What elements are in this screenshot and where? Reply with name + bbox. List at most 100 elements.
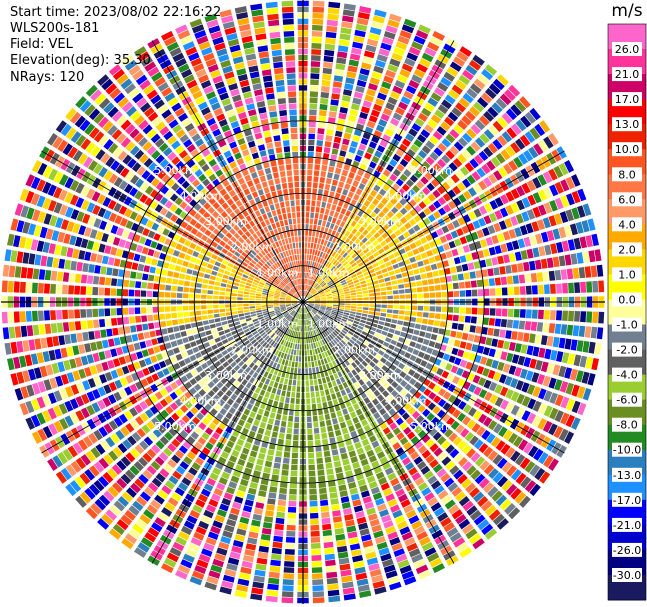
velocity-gate xyxy=(253,419,260,427)
velocity-gate xyxy=(394,367,402,375)
velocity-gate xyxy=(308,133,315,140)
velocity-gate xyxy=(316,463,324,470)
velocity-gate xyxy=(340,496,350,504)
velocity-gate xyxy=(478,180,488,191)
velocity-gate xyxy=(346,279,353,284)
velocity-gate xyxy=(465,110,476,122)
velocity-gate xyxy=(409,354,417,362)
velocity-gate xyxy=(319,327,323,333)
velocity-gate xyxy=(428,340,436,348)
velocity-gate xyxy=(548,270,556,281)
velocity-gate xyxy=(441,225,450,234)
velocity-gate xyxy=(594,249,602,262)
velocity-gate xyxy=(437,82,449,92)
velocity-gate xyxy=(356,79,367,88)
velocity-gate xyxy=(211,270,218,276)
velocity-gate xyxy=(307,306,312,310)
velocity-gate xyxy=(564,254,572,266)
velocity-gate xyxy=(417,260,424,267)
velocity-gate xyxy=(149,266,156,274)
velocity-gate xyxy=(411,410,421,420)
velocity-gate xyxy=(255,433,263,441)
velocity-gate xyxy=(216,256,224,263)
velocity-gate xyxy=(387,304,393,309)
velocity-gate xyxy=(110,288,117,296)
velocity-gate xyxy=(354,231,361,238)
velocity-gate xyxy=(310,85,319,92)
velocity-gate xyxy=(477,73,490,85)
velocity-gate xyxy=(306,416,312,423)
velocity-gate xyxy=(417,461,427,470)
velocity-gate xyxy=(283,327,287,333)
velocity-gate xyxy=(287,512,296,519)
velocity-gate xyxy=(288,348,292,355)
velocity-gate xyxy=(401,412,410,421)
velocity-gate xyxy=(286,328,290,335)
velocity-gate xyxy=(453,141,464,152)
velocity-gate xyxy=(397,278,404,284)
velocity-gate xyxy=(295,306,300,312)
velocity-gate xyxy=(348,146,357,154)
velocity-gate xyxy=(389,158,398,167)
velocity-gate xyxy=(303,284,305,290)
velocity-gate xyxy=(297,338,300,344)
velocity-gate xyxy=(107,468,118,479)
velocity-gate xyxy=(277,407,283,415)
velocity-gate xyxy=(312,291,318,296)
velocity-gate xyxy=(176,338,184,346)
velocity-gate xyxy=(321,302,327,304)
velocity-gate xyxy=(361,157,370,166)
velocity-gate xyxy=(414,477,425,487)
velocity-gate xyxy=(430,92,442,102)
velocity-gate xyxy=(401,253,409,260)
velocity-gate xyxy=(404,203,413,211)
velocity-gate xyxy=(435,306,442,312)
velocity-gate xyxy=(252,392,259,400)
velocity-gate xyxy=(171,285,178,292)
velocity-gate xyxy=(377,92,387,101)
velocity-gate xyxy=(308,476,316,483)
velocity-gate xyxy=(309,224,313,231)
velocity-gate xyxy=(196,559,209,569)
velocity-gate xyxy=(195,316,202,321)
velocity-gate xyxy=(512,275,519,284)
velocity-gate xyxy=(268,339,274,345)
velocity-gate xyxy=(448,355,456,364)
velocity-gate xyxy=(316,285,321,291)
velocity-gate xyxy=(204,403,212,412)
velocity-gate xyxy=(427,193,436,202)
velocity-gate xyxy=(521,211,530,222)
velocity-gate xyxy=(143,486,155,497)
velocity-gate xyxy=(325,261,330,267)
velocity-gate xyxy=(174,332,182,339)
velocity-gate xyxy=(453,397,462,407)
velocity-gate xyxy=(375,328,382,334)
velocity-gate xyxy=(284,360,289,366)
velocity-gate xyxy=(40,255,48,267)
velocity-gate xyxy=(98,476,109,488)
velocity-gate xyxy=(291,310,296,316)
velocity-gate xyxy=(38,283,44,294)
velocity-gate xyxy=(366,380,373,388)
velocity-gate xyxy=(432,130,443,141)
velocity-gate xyxy=(110,348,118,358)
velocity-gate xyxy=(178,252,186,259)
velocity-gate xyxy=(457,216,466,226)
velocity-gate xyxy=(458,400,467,410)
velocity-gate xyxy=(288,494,297,501)
velocity-gate xyxy=(243,297,249,301)
velocity-gate xyxy=(248,345,255,352)
velocity-gate xyxy=(352,323,359,328)
velocity-gate xyxy=(325,221,331,228)
velocity-gate xyxy=(293,428,299,435)
velocity-gate xyxy=(278,402,284,409)
velocity-gate xyxy=(370,486,380,495)
velocity-gate xyxy=(345,439,353,446)
velocity-gate xyxy=(132,500,144,512)
velocity-gate xyxy=(346,476,355,484)
velocity-gate xyxy=(539,120,551,133)
velocity-gate xyxy=(249,303,255,306)
velocity-gate xyxy=(308,298,314,301)
velocity-gate xyxy=(123,279,130,287)
velocity-gate xyxy=(293,434,299,441)
